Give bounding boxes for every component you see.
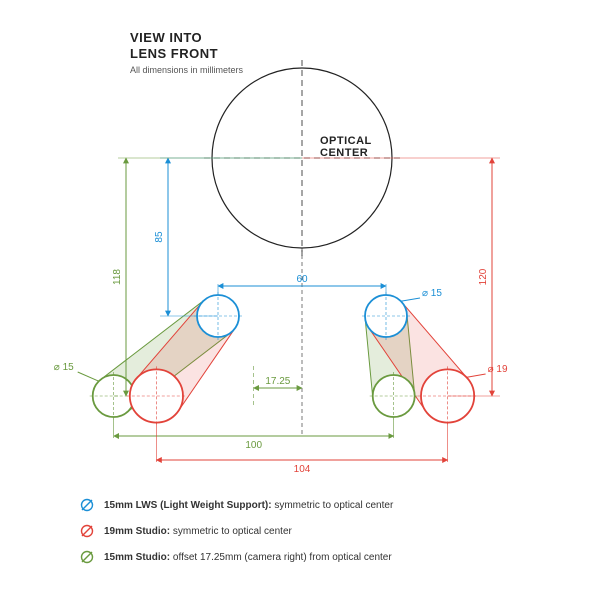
legend: 15mm LWS (Light Weight Support): symmetr… [80, 498, 393, 576]
dim-s19-drop-label: 120 [478, 268, 489, 285]
diagram-svg: OPTICALCENTER 60 85 118 120 100 104 17.25 ⌀ 15 ⌀ … [0, 0, 600, 490]
rod-studio15-right [373, 375, 415, 417]
dim-lws-dia: ⌀ 15 [422, 288, 442, 299]
diameter-icon [80, 524, 94, 538]
legend-row-lws: 15mm LWS (Light Weight Support): symmetr… [80, 498, 393, 512]
dim-s15-spacing-label: 100 [245, 440, 262, 451]
legend-row-studio19: 19mm Studio: symmetric to optical center [80, 524, 393, 538]
legend-bold: 15mm LWS (Light Weight Support): [104, 500, 272, 511]
diameter-icon [80, 498, 94, 512]
dim-s15-drop-label: 118 [112, 269, 123, 285]
legend-rest: symmetric to optical center [272, 500, 394, 511]
dim-s19-dia: ⌀ 19 [488, 364, 508, 375]
diameter-icon [80, 550, 94, 564]
dim-lws-spacing-label: 60 [296, 274, 308, 285]
legend-bold: 19mm Studio: [104, 526, 170, 537]
legend-rest: offset 17.25mm (camera right) from optic… [170, 552, 392, 563]
legend-text-studio19: 19mm Studio: symmetric to optical center [104, 526, 292, 537]
legend-text-studio15: 15mm Studio: offset 17.25mm (camera righ… [104, 552, 392, 563]
dim-lws-drop-label: 85 [154, 231, 165, 243]
optical-label-1: OPTICAL [320, 135, 372, 147]
legend-text-lws: 15mm LWS (Light Weight Support): symmetr… [104, 500, 393, 511]
dim-s19-spacing-label: 104 [294, 464, 311, 475]
dim-s15-dia: ⌀ 15 [54, 362, 74, 373]
legend-bold: 15mm Studio: [104, 552, 170, 563]
legend-rest: symmetric to optical center [170, 526, 292, 537]
optical-label-2: CENTER [320, 147, 368, 159]
dim-s15-offset-label: 17.25 [265, 376, 290, 387]
legend-row-studio15: 15mm Studio: offset 17.25mm (camera righ… [80, 550, 393, 564]
